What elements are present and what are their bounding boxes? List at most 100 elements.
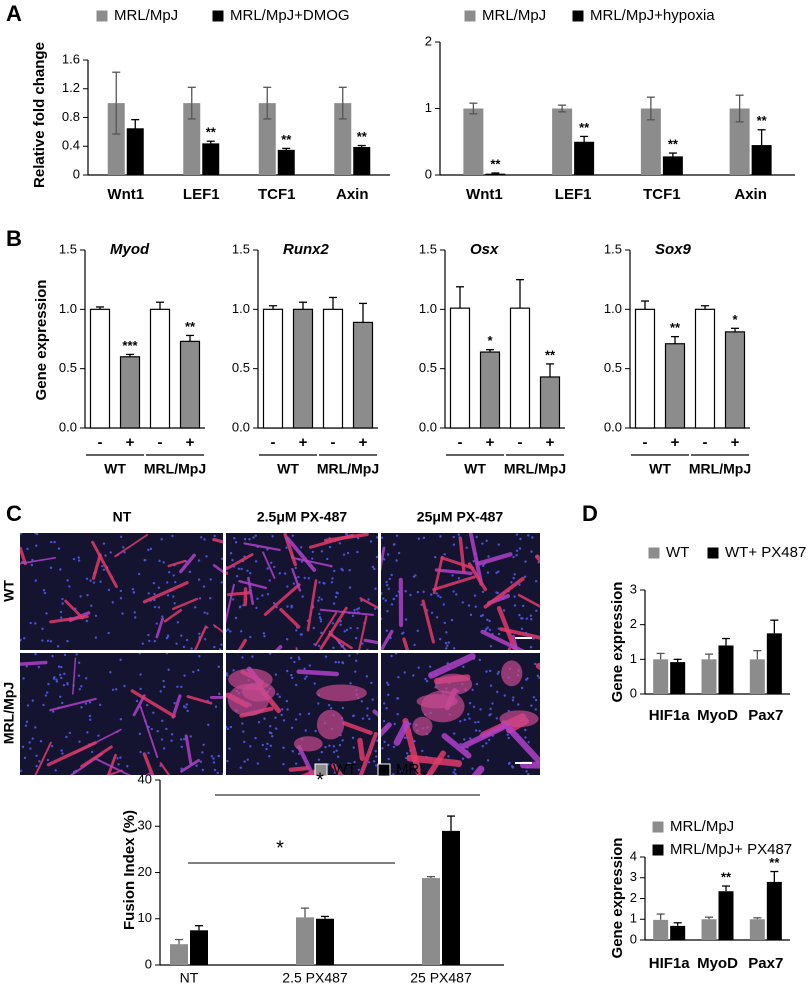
nucleus <box>385 580 388 584</box>
nucleus <box>495 571 498 574</box>
nucleus <box>393 543 396 546</box>
nucleus <box>122 546 125 549</box>
nucleus <box>513 595 516 598</box>
nucleus <box>481 564 485 568</box>
legend-label: WT <box>333 761 356 778</box>
bar <box>718 891 734 940</box>
nucleus <box>455 593 458 596</box>
y-tick-label: 0.5 <box>604 360 622 375</box>
nucleus <box>397 551 401 555</box>
nucleus <box>511 699 515 702</box>
y-axis-label: Gene expression <box>609 582 626 703</box>
nucleus <box>107 631 110 635</box>
nucleus <box>395 594 398 597</box>
nucleus <box>305 675 308 678</box>
myotube <box>296 669 340 677</box>
y-axis-label: Gene expression <box>33 280 50 401</box>
nucleus <box>524 560 527 563</box>
myotube <box>212 564 223 574</box>
nucleus <box>243 760 246 763</box>
nucleus <box>417 537 421 540</box>
nucleus <box>390 603 394 606</box>
nucleus <box>233 536 236 540</box>
microscopy-content <box>20 653 223 775</box>
nucleus <box>229 552 233 555</box>
nucleus <box>77 559 81 562</box>
y-tick-label: 1 <box>425 100 432 115</box>
nucleus <box>447 755 450 758</box>
chart-title: Myod <box>110 241 150 258</box>
nucleus <box>386 583 389 587</box>
nucleus <box>254 736 257 740</box>
myotube <box>425 750 446 775</box>
significance: * <box>487 333 493 348</box>
nucleus <box>249 745 252 748</box>
nucleus <box>179 738 183 741</box>
y-tick-label: 4 <box>630 848 637 863</box>
nucleus <box>111 688 115 691</box>
nucleus <box>261 743 265 747</box>
nucleus <box>61 597 64 601</box>
bar <box>296 917 314 965</box>
nucleus <box>286 605 289 608</box>
nucleus <box>234 541 238 544</box>
nucleus <box>65 735 68 739</box>
nucleus <box>29 747 32 750</box>
nucleus <box>77 556 80 559</box>
significance: ** <box>185 319 196 334</box>
nucleus <box>324 655 328 658</box>
nucleus <box>328 545 332 549</box>
nucleus <box>85 619 89 623</box>
row-label: MRL/MpJ <box>1 682 17 744</box>
nucleus <box>513 604 517 607</box>
legend-swatch <box>571 9 585 23</box>
x-tick-label: + <box>486 434 495 451</box>
nucleus <box>367 760 371 764</box>
nucleus <box>304 729 307 732</box>
legend-label: MRL/MpJ <box>670 818 734 835</box>
x-tick-label: Axin <box>336 186 369 203</box>
bar <box>190 930 208 965</box>
nucleus <box>497 632 501 636</box>
nucleus <box>488 628 492 632</box>
nucleus <box>524 728 527 732</box>
nucleus <box>119 589 123 593</box>
nucleus <box>299 546 303 549</box>
nucleus <box>152 711 155 714</box>
nucleus <box>158 559 161 563</box>
myotube <box>519 761 540 769</box>
nucleus <box>344 533 348 536</box>
nucleus <box>220 643 223 646</box>
nucleus <box>285 699 289 703</box>
significance: * <box>732 312 738 327</box>
nucleus <box>346 551 350 555</box>
bar <box>509 307 531 429</box>
myotube <box>467 562 488 592</box>
nucleus <box>403 736 407 739</box>
y-tick-label: 20 <box>138 864 152 879</box>
nucleus <box>49 540 53 544</box>
nucleus <box>203 538 206 541</box>
nucleus <box>23 637 26 640</box>
myotube <box>402 637 410 650</box>
nucleus <box>162 561 165 564</box>
nucleus <box>85 577 89 580</box>
nucleus <box>371 698 374 701</box>
nucleus <box>318 596 321 599</box>
nucleus <box>474 605 477 608</box>
myotube-cluster <box>293 736 323 752</box>
nucleus <box>439 535 442 538</box>
nucleus <box>475 535 478 539</box>
nucleus <box>349 682 352 685</box>
nucleus <box>400 769 403 773</box>
nucleus <box>447 641 450 644</box>
bar <box>640 108 661 175</box>
myotube <box>193 625 208 650</box>
myotube <box>534 554 540 563</box>
nucleus <box>518 583 521 586</box>
nucleus <box>282 762 285 766</box>
nucleus <box>341 706 345 710</box>
nucleus <box>295 629 298 632</box>
nucleus <box>133 616 137 619</box>
chart-title: Sox9 <box>655 241 692 258</box>
